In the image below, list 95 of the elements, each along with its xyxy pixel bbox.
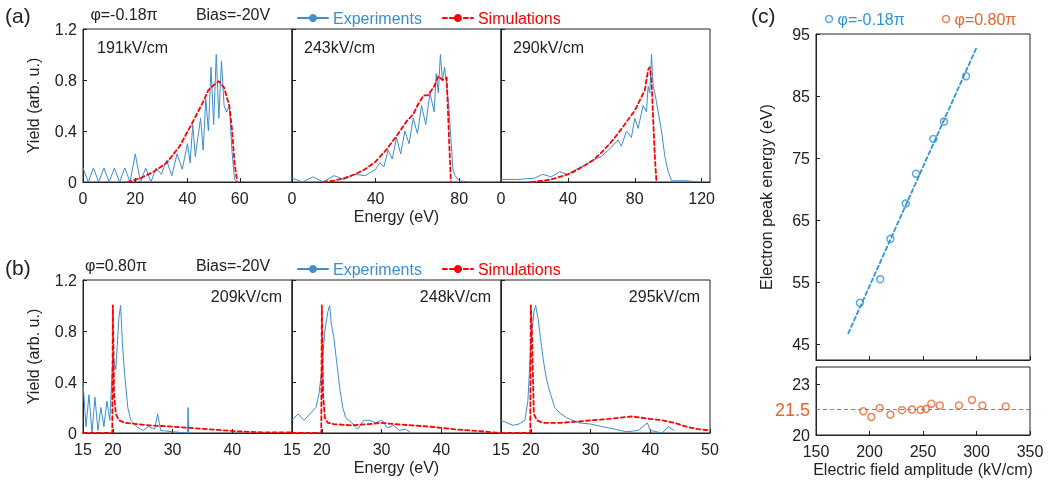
x-tick-label: 20 <box>312 440 331 458</box>
x-tick-label: 30 <box>372 440 391 458</box>
y-tick-label: 0 <box>68 424 78 442</box>
line-series <box>82 305 190 434</box>
x-tick-label: 20 <box>126 189 145 207</box>
y-tick-label: 75 <box>792 149 811 167</box>
point <box>875 403 884 413</box>
y-tick-label: 0.4 <box>54 373 78 391</box>
point <box>954 401 964 410</box>
chart-title: (a) <box>5 4 31 27</box>
y-tick-label: 0.4 <box>54 122 78 140</box>
legend-label: φ=-0.18π <box>837 10 905 28</box>
legend-label: φ=0.80π <box>954 10 1017 28</box>
annotation: 191kV/cm <box>97 38 169 56</box>
x-tick-label: 40 <box>432 440 451 458</box>
point <box>939 117 949 126</box>
x-tick-label: 15 <box>283 440 301 458</box>
point <box>859 406 868 416</box>
point <box>907 405 917 414</box>
x-tick-label: 15 <box>492 440 510 458</box>
annotation: 295kV/cm <box>628 287 700 305</box>
x-axis-title: Energy (eV) <box>353 458 440 476</box>
legend-label: Simulations <box>477 9 561 27</box>
x-tick-label: 120 <box>688 189 716 207</box>
x-axis-title: Electric field amplitude (kV/cm) <box>813 460 1033 478</box>
text: φ=-0.18π <box>90 5 158 23</box>
x-tick-label: 40 <box>366 189 385 207</box>
y-tick-label: 95 <box>792 25 811 43</box>
y-tick-label: 0.8 <box>54 71 78 89</box>
x-tick-label: 40 <box>178 189 197 207</box>
x-tick-label: 350 <box>1016 442 1044 460</box>
y-tick-label: 1.2 <box>54 271 78 289</box>
x-tick-label: 40 <box>558 189 577 207</box>
x-tick-label: 30 <box>163 440 182 458</box>
legend-label: Experiments <box>333 260 422 278</box>
x-tick-label: 0 <box>496 189 506 207</box>
y-axis-title: Yield (arb. u.) <box>24 57 42 154</box>
x-tick-label: 0 <box>287 189 297 207</box>
point <box>855 298 865 308</box>
y-tick-label: 0 <box>68 173 78 191</box>
point <box>886 410 895 419</box>
chart-title: (c) <box>751 4 776 27</box>
line-series <box>126 80 239 183</box>
point <box>911 169 921 178</box>
legend-label: Experiments <box>333 9 422 27</box>
x-tick-label: 30 <box>581 440 600 458</box>
x-tick-label: 300 <box>963 442 990 460</box>
x-tick-label: 40 <box>223 440 242 458</box>
x-tick-label: 200 <box>856 442 883 460</box>
line-series <box>82 54 238 183</box>
annotation: 248kV/cm <box>419 287 491 305</box>
x-tick-label: 50 <box>701 440 719 458</box>
point <box>978 401 987 410</box>
x-axis-title: Energy (eV) <box>353 207 440 225</box>
x-tick-label: 20 <box>103 440 122 458</box>
x-tick-label: 80 <box>625 189 644 207</box>
point <box>921 404 931 414</box>
y-tick-label: 85 <box>792 87 811 105</box>
y-tick-label: 23 <box>792 375 811 393</box>
text: Bias=-20V <box>195 256 271 274</box>
y-tick-label: 65 <box>792 211 811 229</box>
point <box>916 405 925 415</box>
legend-label: Simulations <box>477 260 561 278</box>
point <box>897 405 907 415</box>
text: Bias=-20V <box>195 5 271 23</box>
point <box>886 234 895 244</box>
y-tick-label: 1.2 <box>54 20 78 38</box>
annotation: 290kV/cm <box>513 38 585 56</box>
y-tick-label: 45 <box>792 335 811 353</box>
point <box>901 199 910 208</box>
y-axis-title: Electron peak energy (eV) <box>757 104 775 290</box>
x-tick-label: 40 <box>641 440 660 458</box>
annotation: 243kV/cm <box>304 38 376 56</box>
ref-line-label: 21.5 <box>774 399 810 420</box>
point <box>1001 402 1010 411</box>
point <box>929 134 938 144</box>
x-tick-label: 80 <box>450 189 469 207</box>
chart-title: (b) <box>5 256 31 279</box>
y-tick-label: 0.8 <box>54 322 78 340</box>
annotation: 209kV/cm <box>210 287 282 305</box>
y-tick-label: 20 <box>792 426 811 444</box>
x-tick-label: 15 <box>74 440 92 458</box>
x-tick-label: 150 <box>802 442 830 460</box>
y-axis-title: Yield (arb. u.) <box>24 308 42 405</box>
point <box>867 412 876 422</box>
point <box>875 275 885 284</box>
point <box>935 401 944 410</box>
x-tick-label: 20 <box>521 440 540 458</box>
point <box>927 399 936 408</box>
point <box>961 71 971 81</box>
x-tick-label: 60 <box>230 189 249 207</box>
text: φ=0.80π <box>85 256 147 274</box>
point <box>967 395 977 405</box>
x-tick-label: 250 <box>909 442 937 460</box>
y-tick-label: 55 <box>792 273 811 291</box>
